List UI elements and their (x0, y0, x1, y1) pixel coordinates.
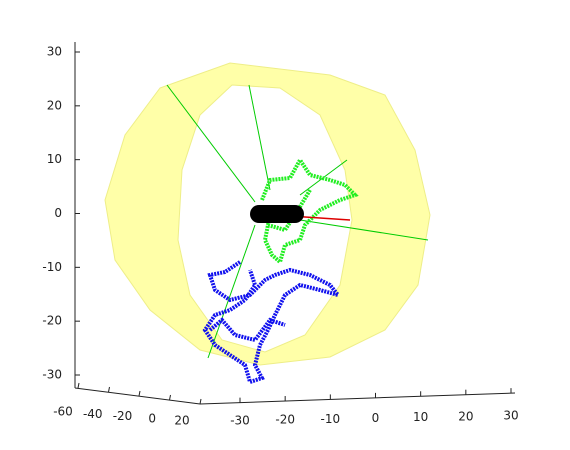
ray (299, 219, 429, 241)
z-tick-label: 10 (413, 410, 428, 424)
sensor-ring (104, 62, 431, 366)
y-tick-label: -20 (42, 314, 62, 328)
x-tick-label: -40 (83, 407, 103, 421)
blue-cloud (202, 260, 344, 385)
ray (207, 224, 256, 359)
z-tick-label: -30 (230, 414, 250, 428)
y-tick-label: 10 (47, 152, 62, 166)
z-axis (199, 392, 516, 405)
y-tick-label: 30 (47, 45, 62, 59)
z-tick-label: 0 (372, 411, 380, 425)
y-tick-label: 0 (54, 206, 62, 220)
z-tick-label: -10 (321, 412, 341, 426)
x-tick (77, 382, 80, 389)
green-cloud (260, 156, 359, 266)
y-tick-label: -30 (42, 368, 62, 382)
y-tick-label: -10 (42, 260, 62, 274)
ray (166, 84, 256, 203)
x-tick (108, 386, 110, 393)
vehicle (250, 205, 304, 223)
x-tick-label: 0 (148, 411, 156, 425)
x-tick-label: -20 (113, 409, 133, 423)
z-tick-label: 30 (503, 409, 518, 423)
x-tick-label: -60 (53, 405, 73, 419)
plot-decoration (104, 62, 431, 385)
ray (248, 84, 271, 191)
x-tick (199, 398, 202, 405)
y-tick-label: 20 (47, 98, 62, 112)
x-tick (169, 394, 171, 401)
axes (74, 42, 516, 405)
z-tick-label: 20 (458, 409, 473, 423)
x-tick (138, 390, 141, 397)
x-axis (74, 387, 201, 405)
z-tick-label: -20 (275, 413, 295, 427)
x-tick-label: 20 (174, 414, 189, 428)
rays (166, 84, 429, 359)
